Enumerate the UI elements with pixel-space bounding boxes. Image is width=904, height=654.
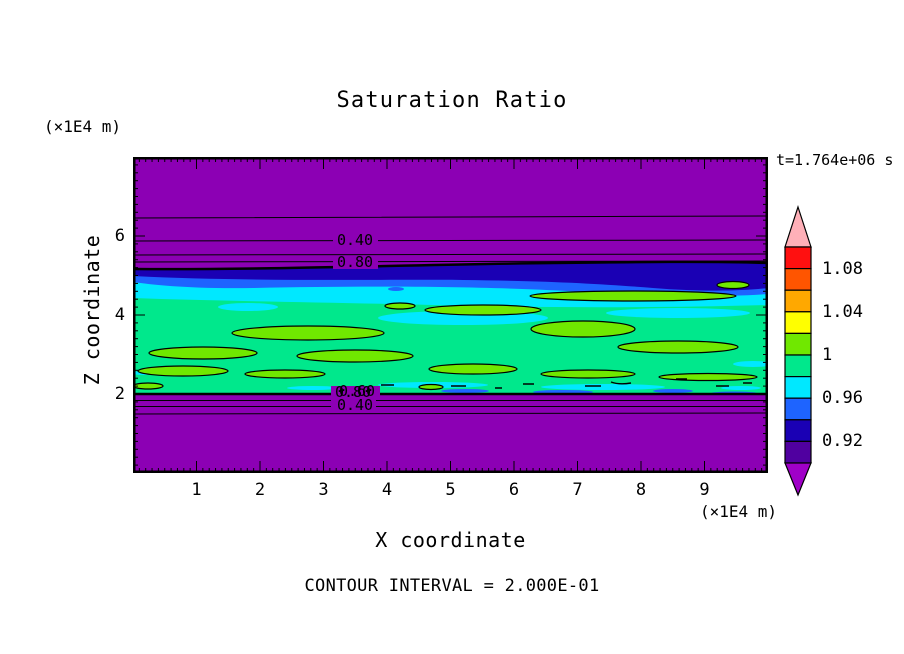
contour-label-0.40-upper: 0.40 bbox=[337, 231, 373, 249]
x-axis-label: X coordinate bbox=[375, 528, 526, 552]
colorbar-segment bbox=[784, 397, 812, 421]
x-tick-label: 4 bbox=[381, 480, 393, 500]
y-tick-label: 6 bbox=[114, 226, 125, 246]
x-tick-label: 9 bbox=[699, 480, 710, 500]
saturation-contour-plot: 0.40 0.80 0.80 0.60 0.40 bbox=[133, 157, 768, 473]
chart-title: Saturation Ratio bbox=[336, 88, 568, 113]
contour-label-0.40-lower: 0.40 bbox=[337, 396, 373, 414]
colorbar-label: 1 bbox=[822, 345, 833, 365]
colorbar-segment bbox=[784, 289, 812, 313]
colorbar-bottom-arrow bbox=[784, 462, 812, 497]
y-tick-label: 2 bbox=[114, 384, 125, 404]
upper-contour-lines bbox=[133, 215, 768, 263]
supersaturated-lenses bbox=[133, 280, 758, 391]
colorbar-segment bbox=[784, 419, 812, 443]
top-boundary-contour bbox=[133, 260, 768, 271]
colorbar-segment bbox=[784, 354, 812, 378]
time-annotation: t=1.764e+06 s bbox=[776, 151, 894, 169]
contour-label-0.80-upper: 0.80 bbox=[337, 253, 373, 271]
x-tick-label: 6 bbox=[508, 480, 520, 500]
colorbar-label: 1.08 bbox=[822, 258, 863, 279]
plot-frame bbox=[133, 157, 768, 473]
colorbar-segment bbox=[784, 376, 812, 399]
contour-label-backgrounds bbox=[331, 234, 380, 412]
colorbar bbox=[784, 205, 812, 497]
colorbar-label: 0.92 bbox=[822, 431, 863, 452]
contour-label-0.80-lower: 0.80 bbox=[335, 383, 371, 401]
colorbar-label: 0.96 bbox=[822, 388, 863, 409]
colorbar-label: 1.04 bbox=[822, 301, 863, 322]
y-tick-label: 4 bbox=[114, 305, 125, 325]
broken-contour-dashes bbox=[381, 378, 752, 389]
colorbar-segment bbox=[784, 267, 812, 291]
lower-contour-lines bbox=[133, 400, 768, 415]
x-tick-label: 2 bbox=[254, 480, 266, 500]
colorbar-segment bbox=[784, 440, 812, 464]
x-tick-label: 7 bbox=[572, 480, 583, 500]
x-tick-label: 8 bbox=[635, 480, 647, 500]
colorbar-segment bbox=[784, 311, 812, 335]
x-tick-label: 5 bbox=[445, 480, 456, 500]
contour-interval-label: CONTOUR INTERVAL = 2.000E-01 bbox=[304, 576, 600, 596]
y-axis-unit-label: (×1E4 m) bbox=[44, 117, 122, 136]
colorbar-segment bbox=[784, 332, 812, 356]
contour-value-labels: 0.40 0.80 0.80 0.60 0.40 bbox=[335, 231, 375, 414]
x-tick-label: 3 bbox=[318, 480, 329, 500]
x-tick-label: 1 bbox=[191, 480, 202, 500]
x-axis-unit-label: (×1E4 m) bbox=[699, 502, 777, 521]
colorbar-top-arrow bbox=[784, 205, 812, 248]
colorbar-segment bbox=[784, 246, 812, 270]
contour-label-0.60-lower: 0.60 bbox=[339, 382, 375, 400]
